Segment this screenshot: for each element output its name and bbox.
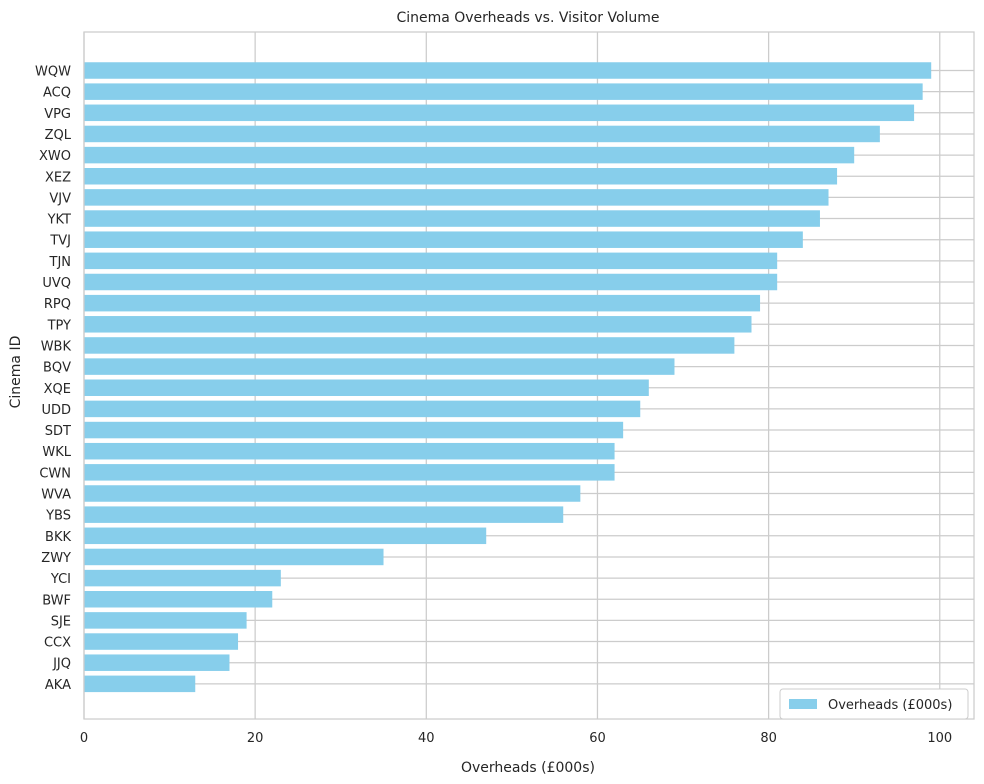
legend: Overheads (£000s) bbox=[779, 688, 969, 720]
y-tick-label: WQW bbox=[35, 65, 71, 80]
y-tick-label: CWN bbox=[39, 466, 71, 481]
bar-zql bbox=[84, 125, 880, 143]
y-tick-label: YKT bbox=[47, 213, 71, 228]
y-tick-label: YCI bbox=[50, 572, 71, 587]
x-tick-label: 20 bbox=[247, 731, 264, 746]
y-tick-label: SJE bbox=[51, 614, 71, 629]
x-tick-label: 80 bbox=[760, 731, 777, 746]
bar-wbk bbox=[84, 337, 735, 354]
y-tick-label: AKA bbox=[45, 678, 71, 693]
bar-bqv bbox=[84, 358, 675, 375]
x-axis-ticks: 0 20 40 60 80 100 bbox=[80, 731, 952, 746]
bar-udd bbox=[84, 400, 641, 418]
y-tick-label: XWO bbox=[39, 149, 71, 164]
y-tick-label: XQE bbox=[44, 382, 71, 397]
bar-bkk bbox=[84, 527, 487, 545]
bar-ykt bbox=[84, 210, 820, 227]
y-tick-label: BQV bbox=[43, 361, 71, 376]
bar-vpg bbox=[84, 104, 915, 122]
bar-ybs bbox=[84, 506, 564, 523]
bar-yci bbox=[84, 569, 281, 587]
y-axis-ticks: WQW ACQ VPG ZQL XWO XEZ VJV YKT TVJ TJN UVQ RPQ TPY W… bbox=[35, 65, 72, 693]
y-tick-label: XEZ bbox=[45, 170, 71, 185]
bar-cwn bbox=[84, 464, 615, 481]
bar-rpq bbox=[84, 294, 761, 312]
bar-ccx bbox=[84, 633, 239, 650]
y-tick-label: WBK bbox=[41, 339, 72, 354]
y-tick-label: ZQL bbox=[45, 128, 72, 143]
y-tick-label: UVQ bbox=[42, 276, 71, 291]
bar-wva bbox=[84, 485, 581, 502]
y-tick-label: SDT bbox=[45, 424, 71, 439]
bar-sdt bbox=[84, 421, 624, 439]
bar-tvj bbox=[84, 231, 803, 248]
bar-xqe bbox=[84, 379, 649, 396]
y-tick-label: BWF bbox=[42, 593, 71, 608]
y-tick-label: TJN bbox=[49, 255, 72, 270]
bar-bwf bbox=[84, 591, 273, 608]
bar-uvq bbox=[84, 273, 778, 291]
chart-title: Cinema Overheads vs. Visitor Volume bbox=[396, 10, 659, 26]
x-tick-label: 60 bbox=[589, 731, 606, 746]
y-tick-label: WVA bbox=[41, 488, 71, 503]
y-tick-label: VPG bbox=[44, 107, 71, 122]
y-tick-label: VJV bbox=[49, 191, 71, 206]
y-tick-label: YBS bbox=[45, 509, 71, 524]
bar-wkl bbox=[84, 442, 615, 460]
bar-xez bbox=[84, 168, 838, 185]
y-tick-label: RPQ bbox=[44, 297, 71, 312]
x-axis-label: Overheads (£000s) bbox=[461, 760, 595, 776]
bar-jjq bbox=[84, 654, 230, 671]
x-tick-label: 40 bbox=[418, 731, 435, 746]
y-axis-label: Cinema ID bbox=[8, 336, 24, 409]
y-tick-label: ZWY bbox=[41, 551, 71, 566]
y-tick-label: JJQ bbox=[52, 657, 71, 672]
bar-tpy bbox=[84, 316, 752, 333]
bar-tjn bbox=[84, 252, 778, 270]
legend-swatch bbox=[789, 699, 817, 709]
y-tick-label: BKK bbox=[45, 530, 71, 545]
bar-vjv bbox=[84, 189, 829, 206]
legend-box bbox=[779, 688, 969, 720]
y-tick-label: CCX bbox=[44, 636, 71, 651]
x-tick-label: 0 bbox=[80, 731, 88, 746]
y-tick-label: UDD bbox=[41, 403, 71, 418]
y-tick-label: ACQ bbox=[43, 86, 71, 101]
y-tick-label: WKL bbox=[42, 445, 71, 460]
bar-zwy bbox=[84, 548, 384, 566]
bars bbox=[84, 62, 932, 693]
plot-frame bbox=[83, 31, 975, 720]
legend-label: Overheads (£000s) bbox=[828, 698, 952, 713]
bar-aka bbox=[84, 675, 196, 693]
y-tick-label: TVJ bbox=[49, 234, 71, 249]
bar-xwo bbox=[84, 146, 855, 164]
y-tick-label: TPY bbox=[47, 318, 71, 333]
x-tick-label: 100 bbox=[927, 731, 952, 746]
bar-sje bbox=[84, 612, 247, 629]
bar-wqw bbox=[84, 62, 932, 79]
bar-acq bbox=[84, 83, 923, 100]
